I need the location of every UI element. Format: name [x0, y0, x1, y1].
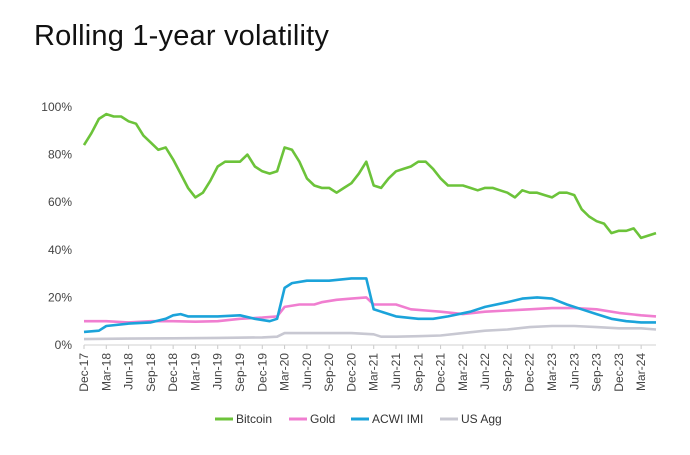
x-tick-label: Dec-18 — [166, 353, 180, 392]
x-tick-label: Jun-19 — [211, 353, 225, 390]
x-tick-label: Dec-20 — [344, 353, 358, 392]
series-line-us-agg — [83, 324, 657, 341]
x-tick-label: Mar-19 — [188, 353, 202, 391]
legend-label: Gold — [310, 412, 335, 426]
legend-label: ACWI IMI — [372, 412, 423, 426]
x-tick-label: Mar-21 — [367, 353, 381, 391]
x-tick-label: Sep-19 — [233, 353, 247, 392]
series-line-acwi-imi — [83, 277, 656, 334]
y-tick-label: 100% — [41, 100, 72, 114]
x-tick-label: Jun-18 — [122, 353, 136, 390]
x-tick-label: Mar-20 — [278, 353, 292, 391]
x-tick-label: Dec-17 — [77, 353, 91, 392]
x-tick-label: Sep-23 — [590, 353, 604, 392]
legend-label: US Agg — [461, 412, 502, 426]
y-tick-label: 80% — [48, 148, 72, 162]
x-tick-label: Mar-23 — [545, 353, 559, 391]
x-tick-label: Dec-19 — [255, 353, 269, 392]
x-tick-label: Sep-20 — [322, 353, 336, 392]
y-tick-label: 20% — [48, 290, 72, 304]
x-tick-label: Dec-22 — [523, 353, 537, 392]
x-tick-label: Jun-21 — [389, 353, 403, 390]
x-tick-label: Sep-21 — [411, 353, 425, 392]
y-tick-label: 0% — [55, 338, 73, 352]
series-lines — [82, 112, 657, 341]
x-tick-label: Jun-20 — [300, 353, 314, 390]
x-tick-label: Jun-22 — [478, 353, 492, 390]
chart-title: Rolling 1-year volatility — [34, 20, 330, 52]
series-line-bitcoin — [82, 112, 657, 240]
x-tick-label: Jun-23 — [567, 353, 581, 390]
x-tick-label: Mar-24 — [634, 353, 648, 391]
x-tick-label: Sep-22 — [500, 353, 514, 392]
x-tick-label: Dec-23 — [612, 353, 626, 392]
x-tick-label: Mar-18 — [99, 353, 113, 391]
y-tick-label: 60% — [48, 195, 72, 209]
y-axis: 0% 20% 40% 60% 80% 100% — [41, 100, 72, 352]
x-tick-label: Mar-22 — [456, 353, 470, 391]
series-line-gold — [84, 296, 657, 324]
x-axis: Dec-17 Mar-18 Jun-18 Sep-18 Dec-18 Mar-19 Jun-… — [77, 345, 648, 392]
y-tick-label: 40% — [48, 243, 72, 257]
x-tick-label: Sep-18 — [144, 353, 158, 392]
legend: Bitcoin Gold ACWI IMI US Agg — [215, 412, 502, 426]
legend-label: Bitcoin — [236, 412, 272, 426]
x-tick-label: Dec-21 — [434, 353, 448, 392]
